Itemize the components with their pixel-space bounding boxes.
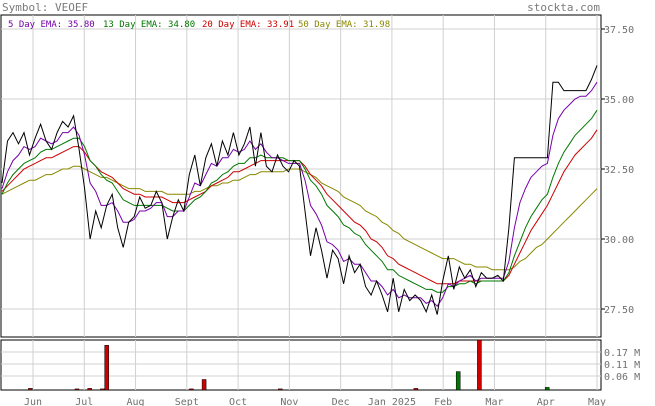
legend-entry: 13 Day EMA: 34.80 [103,20,195,30]
volume-axis: 0.17 M0.11 M0.06 M [604,348,640,383]
legend-label: 5 Day EMA: [8,20,68,30]
price-grid [1,15,601,337]
date-tick-label: Dec [332,397,350,406]
series-line-price [1,65,598,315]
price-tick-label: 27.50 [604,305,634,316]
volume-bar [455,371,461,391]
date-tick-label: Feb [434,397,452,406]
date-tick-label: Jan 2025 [368,397,416,406]
legend-value: 34.80 [168,20,195,30]
date-tick-label: Apr [537,397,555,406]
legend-entry: 20 Day EMA: 33.91 [202,20,294,30]
symbol-label: Symbol: VEOEF [2,1,88,14]
date-tick-label: Nov [280,397,298,406]
volume-bar [28,388,33,391]
volume-bar [544,387,550,391]
brand-label: stockta.com [527,1,600,14]
date-tick-label: May [588,397,606,406]
volume-bar [413,388,419,391]
date-tick-label: Oct [229,397,247,406]
legend-label: 13 Day EMA: [103,20,168,30]
volume-bar [104,345,109,391]
date-tick-label: Mar [485,397,503,406]
date-tick-label: Aug [127,397,145,406]
volume-bars [28,339,550,391]
price-lines [1,65,598,315]
volume-bar [477,339,482,391]
volume-bar [278,388,283,391]
volume-tick-label: 0.06 M [604,372,640,383]
volume-bar [100,388,105,391]
price-tick-label: 32.50 [604,165,634,176]
price-tick-label: 37.50 [604,25,634,36]
ema-legend: 5 Day EMA: 35.80 13 Day EMA: 34.80 20 Day … [8,20,390,30]
price-tick-label: 35.00 [604,95,634,106]
legend-entry: 5 Day EMA: 35.80 [8,20,95,30]
legend-entry: 50 Day EMA: 31.98 [298,20,390,30]
legend-label: 50 Day EMA: [298,20,363,30]
date-axis: Jun Jul Aug Sept Oct Nov Dec Jan 2025 Feb Mar Apr M… [24,397,606,406]
date-tick-label: Sept [175,397,199,406]
volume-bar [189,388,194,391]
legend-value: 33.91 [267,20,294,30]
volume-grid [1,340,601,390]
price-axis: 37.50 35.00 32.50 30.00 27.50 [601,25,634,316]
price-tick-label: 30.00 [604,235,634,246]
volume-bar [87,388,92,391]
date-tick-label: Jul [75,397,93,406]
volume-bar [201,379,207,391]
legend-value: 31.98 [363,20,390,30]
volume-panel [0,339,602,391]
volume-tick-label: 0.17 M [604,348,640,359]
volume-bar [74,388,80,391]
legend-label: 20 Day EMA: [202,20,267,30]
volume-tick-label: 0.11 M [604,360,640,371]
legend-value: 35.80 [68,20,95,30]
date-tick-label: Jun [24,397,42,406]
series-line-ema5 [1,81,598,307]
series-line-ema13 [1,109,598,293]
